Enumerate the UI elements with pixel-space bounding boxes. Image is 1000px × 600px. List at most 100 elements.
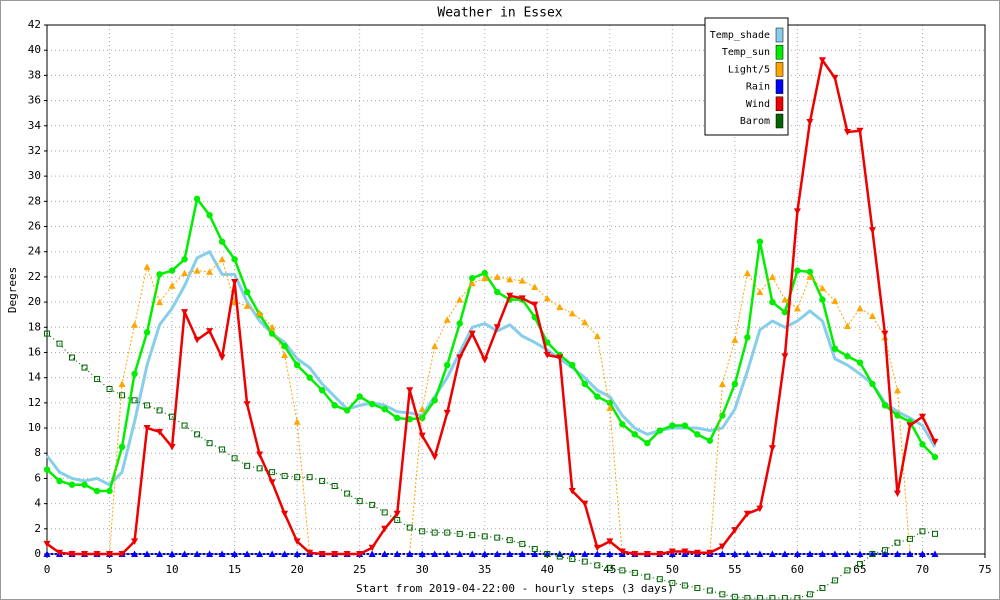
legend-swatch [775,79,784,94]
point [893,386,901,394]
point [681,548,689,555]
point [843,129,851,136]
point [156,407,163,414]
point [922,425,923,426]
point [743,510,751,518]
point [143,425,151,432]
point [897,411,898,412]
point [731,336,739,343]
y-tick-label: 40 [28,43,41,56]
point [893,490,901,498]
point [669,422,676,429]
point [106,551,114,558]
point [293,538,301,545]
point [493,324,501,331]
point [756,505,764,513]
point [668,548,676,555]
point [206,268,214,275]
x-tick-label: 10 [165,563,178,576]
series-line [46,197,936,493]
y-tick-label: 0 [34,547,41,560]
point [193,195,201,203]
point [431,550,439,557]
point [418,550,426,557]
point [293,418,301,425]
point [568,488,576,495]
point [744,595,751,600]
point [81,364,88,371]
y-tick-label: 30 [28,169,41,182]
point [606,404,614,411]
point [122,472,123,473]
point [644,439,651,447]
point [131,538,139,545]
y-tick-label: 24 [28,245,42,258]
point [218,238,226,245]
point [181,309,189,316]
point [856,127,864,135]
point [168,550,176,557]
point [93,487,101,495]
point [894,539,901,546]
point [381,525,389,533]
y-tick-label: 4 [34,497,41,510]
point [731,380,739,388]
point [919,441,926,448]
point [234,274,235,275]
point [169,413,176,420]
point [493,550,501,557]
point [769,298,776,306]
point [284,342,285,343]
point [593,544,601,552]
point [556,553,563,560]
point [281,510,289,518]
y-tick-label: 16 [28,345,41,358]
legend-swatch [775,27,784,43]
point [509,324,510,325]
point [569,361,576,369]
point [156,298,164,306]
point [744,334,751,341]
point [97,478,98,479]
point [856,304,864,312]
point [431,397,438,404]
point [793,550,801,557]
x-tick-label: 25 [353,563,366,576]
point [481,533,488,540]
point [906,535,913,542]
point [344,490,351,497]
point [681,422,689,429]
point [868,227,876,234]
point [781,296,789,303]
point [131,321,139,328]
point [47,455,48,456]
point [619,421,626,428]
x-tick-label: 5 [106,563,113,576]
point [394,516,401,523]
y-tick-label: 2 [34,522,41,535]
point [522,336,523,337]
point [331,402,338,409]
point [381,550,389,557]
y-tick-label: 36 [28,94,41,107]
point [118,443,126,451]
point [919,528,926,535]
point [581,550,589,557]
point [356,498,363,505]
point [769,595,776,600]
point [419,528,426,535]
point [797,320,798,321]
point [581,500,589,508]
point [231,256,238,263]
x-tick-label: 65 [853,563,866,576]
point [818,550,826,557]
point [909,417,910,418]
point [819,296,826,303]
y-tick-label: 26 [28,220,41,233]
point [694,585,701,592]
point [768,445,776,452]
point [368,550,376,557]
point [119,392,126,399]
point [869,380,876,388]
point [118,380,126,387]
